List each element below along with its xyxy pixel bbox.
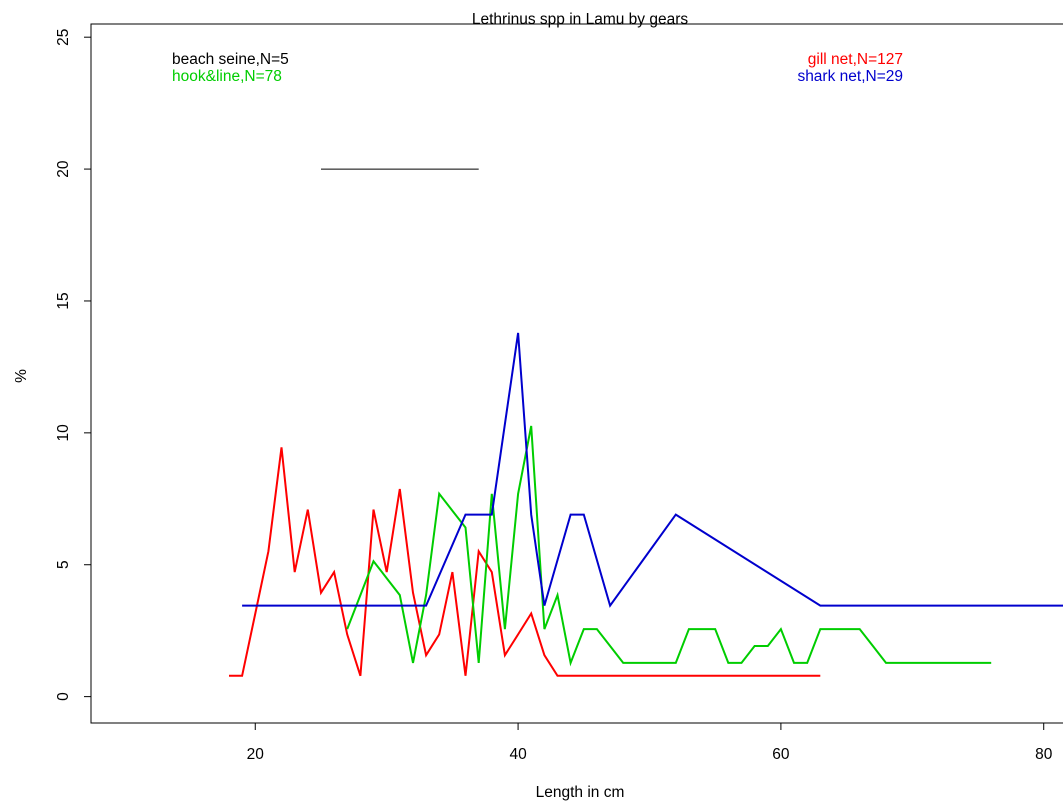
x-tick-label: 20 <box>247 746 265 763</box>
y-tick-label: 5 <box>55 560 72 569</box>
y-tick-label: 15 <box>55 292 72 309</box>
legend-label-shark-net: shark net,N=29 <box>797 68 903 85</box>
chart-title: Lethrinus spp in Lamu by gears <box>472 11 689 28</box>
series-line-gill-net <box>229 447 821 677</box>
y-tick-label: 25 <box>55 29 72 46</box>
series-line-shark-net <box>242 332 1063 608</box>
x-tick-label: 40 <box>509 746 527 763</box>
y-tick-label: 10 <box>55 424 72 442</box>
x-axis-label: Length in cm <box>536 784 625 801</box>
y-tick-label: 0 <box>55 692 72 701</box>
y-tick-label: 20 <box>55 160 72 178</box>
y-axis-label: % <box>13 369 30 383</box>
series-layer <box>229 168 1063 677</box>
y-axis: 0 5 10 15 20 25 <box>55 29 91 701</box>
series-line-hook-line <box>346 425 992 667</box>
plot-frame <box>90 23 1063 724</box>
x-axis: 20 40 60 80 <box>247 723 1053 763</box>
x-tick-label: 60 <box>772 746 790 763</box>
legend-label-hook-line: hook&line,N=78 <box>172 68 282 85</box>
legend-label-gill-net: gill net,N=127 <box>808 51 903 68</box>
legend-label-beach-seine: beach seine,N=5 <box>172 51 289 68</box>
x-tick-label: 80 <box>1035 746 1053 763</box>
